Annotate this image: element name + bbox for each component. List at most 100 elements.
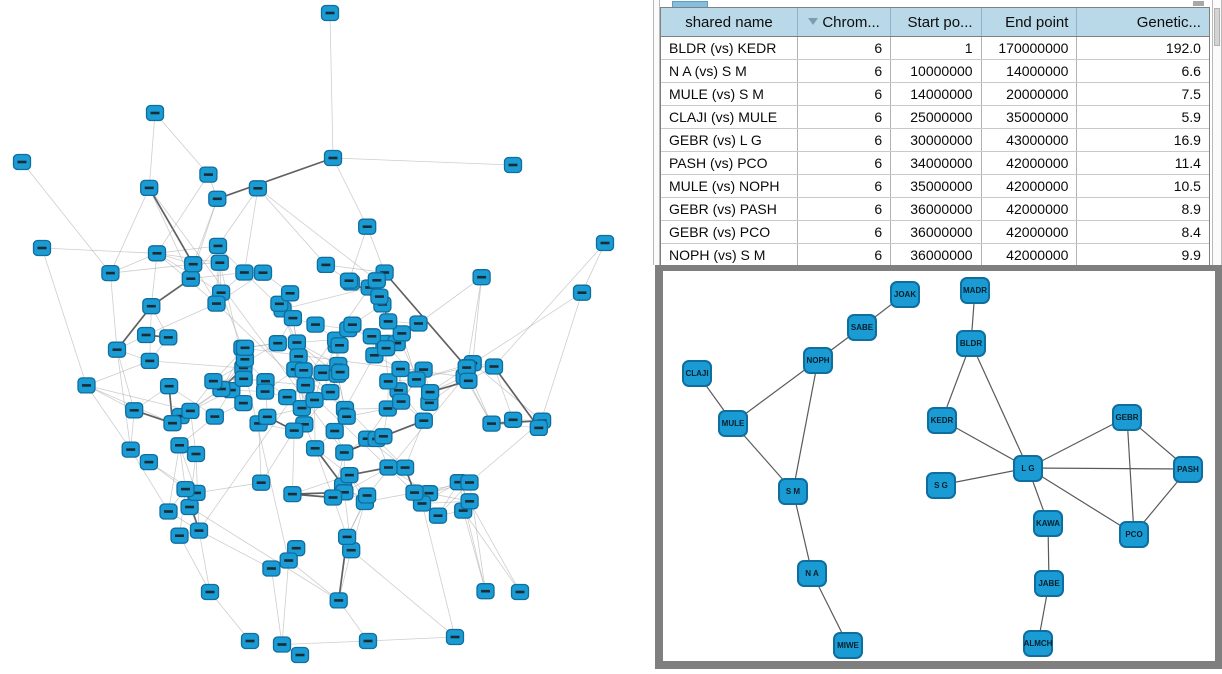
table-cell-name[interactable]: BLDR (vs) KEDR (661, 37, 798, 59)
column-header-end-point[interactable]: End point (982, 8, 1078, 36)
table-cell-end[interactable]: 42000000 (982, 221, 1078, 243)
table-cell-genetic[interactable]: 10.5 (1077, 175, 1209, 197)
hairball-node-label (239, 402, 248, 405)
table-cell-start[interactable]: 35000000 (891, 175, 981, 197)
graph-node-BLDR[interactable]: BLDR (956, 330, 986, 357)
column-header-genetic-distance[interactable]: Genetic... (1077, 8, 1209, 36)
table-cell-genetic[interactable]: 5.9 (1077, 106, 1209, 128)
table-cell-chromosome[interactable]: 6 (798, 175, 891, 197)
graph-node-KAWA[interactable]: KAWA (1033, 510, 1063, 537)
table-cell-name[interactable]: GEBR (vs) PASH (661, 198, 798, 220)
table-cell-chromosome[interactable]: 6 (798, 198, 891, 220)
left-scroll-strip[interactable] (653, 0, 660, 265)
table-cell-start[interactable]: 1 (891, 37, 981, 59)
column-header-chromosome[interactable]: Chrom... (798, 8, 891, 36)
table-cell-end[interactable]: 42000000 (982, 198, 1078, 220)
table-cell-end[interactable]: 170000000 (982, 37, 1078, 59)
graph-node-S-G[interactable]: S G (926, 472, 956, 499)
table-cell-start[interactable]: 36000000 (891, 244, 981, 266)
hairball-node-label (284, 559, 293, 562)
graph-node-KEDR[interactable]: KEDR (927, 407, 957, 434)
table-cell-chromosome[interactable]: 6 (798, 106, 891, 128)
table-cell-chromosome[interactable]: 6 (798, 129, 891, 151)
table-cell-genetic[interactable]: 9.9 (1077, 244, 1209, 266)
graph-node-ALMCH[interactable]: ALMCH (1023, 630, 1053, 657)
table-cell-start[interactable]: 25000000 (891, 106, 981, 128)
table-cell-chromosome[interactable]: 6 (798, 60, 891, 82)
hairball-edge (244, 188, 258, 272)
table-cell-end[interactable]: 42000000 (982, 175, 1078, 197)
column-header-start-point[interactable]: Start po... (891, 8, 981, 36)
table-cell-end[interactable]: 20000000 (982, 83, 1078, 105)
table-cell-chromosome[interactable]: 6 (798, 83, 891, 105)
graph-node-NOPH[interactable]: NOPH (803, 347, 833, 374)
graph-node-GEBR[interactable]: GEBR (1112, 404, 1142, 431)
table-cell-end[interactable]: 35000000 (982, 106, 1078, 128)
hairball-edge (22, 162, 110, 273)
graph-node-MULE[interactable]: MULE (718, 410, 748, 437)
table-cell-chromosome[interactable]: 6 (798, 37, 891, 59)
graph-node-PCO[interactable]: PCO (1119, 521, 1149, 548)
column-header-label: Genetic... (1137, 14, 1201, 31)
table-cell-name[interactable]: GEBR (vs) L G (661, 129, 798, 151)
graph-node-JABE[interactable]: JABE (1034, 570, 1064, 597)
table-cell-genetic[interactable]: 192.0 (1077, 37, 1209, 59)
table-cell-genetic[interactable]: 7.5 (1077, 83, 1209, 105)
table-cell-chromosome[interactable]: 6 (798, 221, 891, 243)
main-network-view[interactable] (0, 0, 653, 669)
graph-node-S-M[interactable]: S M (778, 478, 808, 505)
table-cell-name[interactable]: MULE (vs) S M (661, 83, 798, 105)
table-cell-start[interactable]: 34000000 (891, 152, 981, 174)
horizontal-scrollbar[interactable] (660, 0, 1212, 7)
filtered-network-view[interactable]: JOAK MADR SABE BLDR NOPH CLAJI GEBR KEDR MULE L G… (663, 271, 1215, 661)
hairball-node-label (288, 493, 297, 496)
graph-node-SABE[interactable]: SABE (847, 314, 877, 341)
hairball-edge (419, 277, 482, 323)
table-cell-genetic[interactable]: 8.9 (1077, 198, 1209, 220)
graph-node-CLAJI[interactable]: CLAJI (682, 360, 712, 387)
table-cell-genetic[interactable]: 16.9 (1077, 129, 1209, 151)
table-cell-name[interactable]: GEBR (vs) PCO (661, 221, 798, 243)
table-cell-genetic[interactable]: 8.4 (1077, 221, 1209, 243)
table-cell-name[interactable]: CLAJI (vs) MULE (661, 106, 798, 128)
table-cell-name[interactable]: NOPH (vs) S M (661, 244, 798, 266)
graph-node-MIWE[interactable]: MIWE (833, 632, 863, 659)
table-cell-end[interactable]: 42000000 (982, 244, 1078, 266)
table-cell-start[interactable]: 30000000 (891, 129, 981, 151)
hairball-edge (282, 641, 368, 645)
table-cell-name[interactable]: MULE (vs) NOPH (661, 175, 798, 197)
vertical-scrollbar[interactable] (1212, 0, 1222, 265)
graph-node-MADR[interactable]: MADR (960, 277, 990, 304)
table-cell-start[interactable]: 36000000 (891, 198, 981, 220)
table-cell-chromosome[interactable]: 6 (798, 244, 891, 266)
table-cell-start[interactable]: 36000000 (891, 221, 981, 243)
table-cell-start[interactable]: 10000000 (891, 60, 981, 82)
table-cell-name[interactable]: N A (vs) S M (661, 60, 798, 82)
table-cell-start[interactable]: 14000000 (891, 83, 981, 105)
attribute-table: shared name Chrom... Start po... End poi… (660, 7, 1210, 268)
graph-node-L-G[interactable]: L G (1013, 455, 1043, 482)
table-cell-end[interactable]: 43000000 (982, 129, 1078, 151)
graph-node-PASH[interactable]: PASH (1173, 456, 1203, 483)
table-cell-chromosome[interactable]: 6 (798, 152, 891, 174)
column-header-shared-name[interactable]: shared name (661, 8, 798, 36)
graph-node-JOAK[interactable]: JOAK (890, 281, 920, 308)
vertical-scrollbar-thumb[interactable] (1214, 8, 1220, 46)
hairball-node-label (578, 291, 587, 294)
table-cell-end[interactable]: 14000000 (982, 60, 1078, 82)
table-cell-genetic[interactable]: 6.6 (1077, 60, 1209, 82)
table-cell-genetic[interactable]: 11.4 (1077, 152, 1209, 174)
table-cell-end[interactable]: 42000000 (982, 152, 1078, 174)
table-cell-name[interactable]: PASH (vs) PCO (661, 152, 798, 174)
graph-node-N-A[interactable]: N A (797, 560, 827, 587)
